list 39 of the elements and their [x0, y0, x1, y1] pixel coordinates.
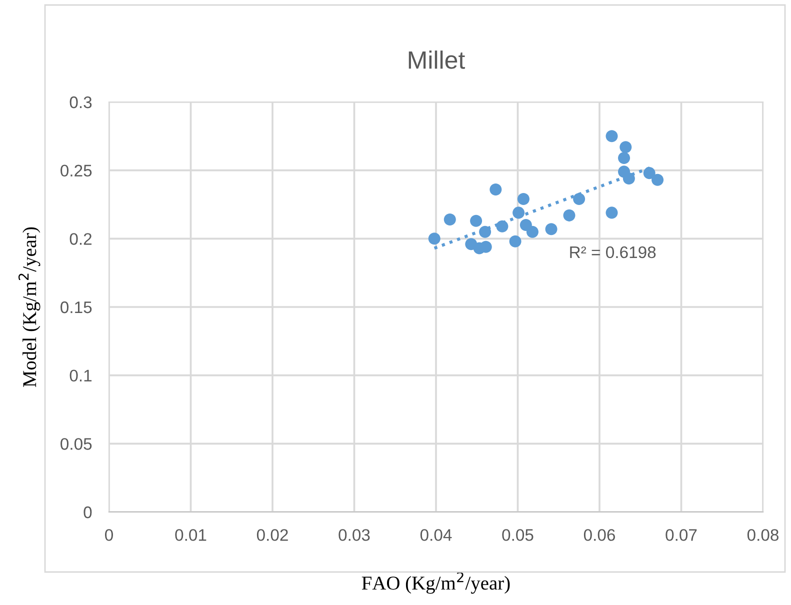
y-tick-label: 0.1	[70, 370, 92, 382]
point	[444, 214, 456, 226]
point	[490, 183, 502, 196]
point	[512, 206, 525, 219]
x-tick-label: 0.02	[256, 529, 288, 541]
point	[606, 206, 618, 219]
point	[509, 235, 522, 248]
point	[652, 174, 664, 186]
point	[573, 193, 586, 206]
y-tick-label: 0.2	[70, 233, 92, 245]
y-tick-label: 0.3	[70, 96, 92, 108]
y-tick-label: 0.05	[60, 438, 92, 450]
x-tick-label: 0.01	[175, 529, 206, 541]
point	[470, 214, 482, 227]
x-tick-label: 0.03	[338, 529, 370, 541]
point	[545, 223, 558, 236]
point	[517, 193, 530, 206]
point	[526, 226, 538, 238]
x-tick-label: 0.05	[502, 529, 534, 541]
y-tick-label: 0	[84, 506, 92, 518]
y-axis-title: Model (Kg/m$^{2}$/year)	[18, 227, 40, 388]
x-tick-label: 0.07	[666, 529, 697, 541]
point	[606, 130, 618, 142]
point	[643, 167, 656, 180]
y-tick-label: 0.25	[60, 164, 92, 177]
y-tick-label: 0.15	[60, 301, 92, 314]
point	[622, 172, 635, 185]
x-tick-label: 0	[105, 529, 113, 541]
x-tick-label: 0.08	[747, 529, 778, 541]
x-tick-label: 0.04	[420, 529, 452, 541]
point	[618, 152, 630, 164]
point	[563, 209, 576, 222]
x-tick-label: 0.06	[584, 529, 615, 541]
point	[428, 232, 440, 245]
annotation: R² = 0.6198	[570, 246, 656, 258]
chart-title: Millet	[408, 50, 465, 69]
point	[620, 141, 632, 154]
point	[496, 220, 508, 232]
point	[479, 226, 492, 238]
